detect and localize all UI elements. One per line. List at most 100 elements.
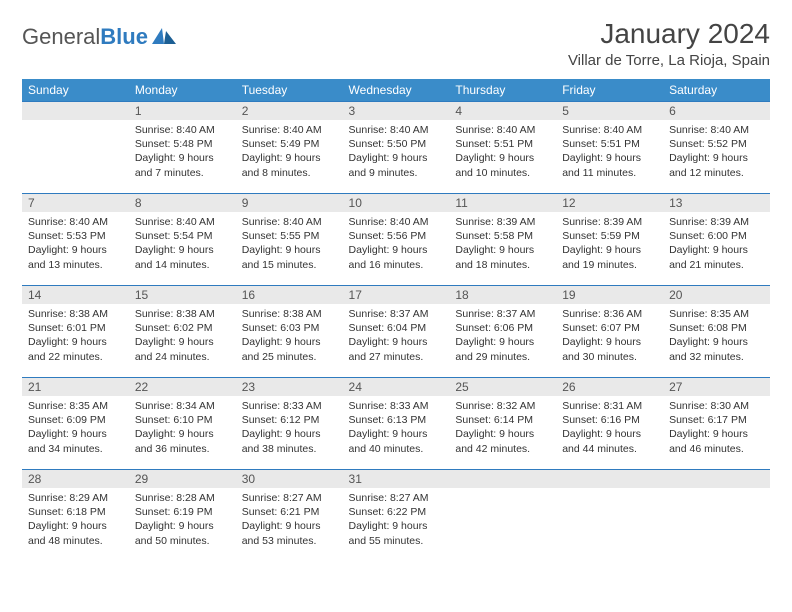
daylight-line: Daylight: 9 hours and 25 minutes. [242,335,337,363]
sunset-line: Sunset: 6:00 PM [669,229,764,243]
daylight-line: Daylight: 9 hours and 46 minutes. [669,427,764,455]
sunset-line: Sunset: 6:17 PM [669,413,764,427]
day-body: Sunrise: 8:40 AMSunset: 5:52 PMDaylight:… [663,120,770,184]
day-number: 6 [663,102,770,120]
daylight-line: Daylight: 9 hours and 32 minutes. [669,335,764,363]
day-body [556,488,663,495]
sunrise-line: Sunrise: 8:34 AM [135,399,230,413]
sunrise-line: Sunrise: 8:35 AM [669,307,764,321]
day-body: Sunrise: 8:39 AMSunset: 5:59 PMDaylight:… [556,212,663,276]
day-body: Sunrise: 8:35 AMSunset: 6:08 PMDaylight:… [663,304,770,368]
day-number: 31 [343,470,450,488]
day-body: Sunrise: 8:40 AMSunset: 5:50 PMDaylight:… [343,120,450,184]
sunrise-line: Sunrise: 8:32 AM [455,399,550,413]
sunrise-line: Sunrise: 8:28 AM [135,491,230,505]
day-number: 29 [129,470,236,488]
day-body: Sunrise: 8:40 AMSunset: 5:51 PMDaylight:… [449,120,556,184]
calendar-cell: 30Sunrise: 8:27 AMSunset: 6:21 PMDayligh… [236,470,343,562]
daylight-line: Daylight: 9 hours and 29 minutes. [455,335,550,363]
daylight-line: Daylight: 9 hours and 9 minutes. [349,151,444,179]
day-number: 30 [236,470,343,488]
day-body: Sunrise: 8:38 AMSunset: 6:02 PMDaylight:… [129,304,236,368]
day-number: 5 [556,102,663,120]
day-number [556,470,663,488]
daylight-line: Daylight: 9 hours and 53 minutes. [242,519,337,547]
sunrise-line: Sunrise: 8:40 AM [349,215,444,229]
sunset-line: Sunset: 6:19 PM [135,505,230,519]
sunset-line: Sunset: 5:58 PM [455,229,550,243]
sunset-line: Sunset: 6:09 PM [28,413,123,427]
calendar-cell: 20Sunrise: 8:35 AMSunset: 6:08 PMDayligh… [663,286,770,378]
day-body: Sunrise: 8:39 AMSunset: 5:58 PMDaylight:… [449,212,556,276]
sunset-line: Sunset: 5:51 PM [562,137,657,151]
calendar-cell: 16Sunrise: 8:38 AMSunset: 6:03 PMDayligh… [236,286,343,378]
daylight-line: Daylight: 9 hours and 38 minutes. [242,427,337,455]
daylight-line: Daylight: 9 hours and 22 minutes. [28,335,123,363]
calendar-week: 1Sunrise: 8:40 AMSunset: 5:48 PMDaylight… [22,102,770,194]
day-number: 13 [663,194,770,212]
sunrise-line: Sunrise: 8:40 AM [135,123,230,137]
day-body: Sunrise: 8:40 AMSunset: 5:48 PMDaylight:… [129,120,236,184]
daylight-line: Daylight: 9 hours and 55 minutes. [349,519,444,547]
sunset-line: Sunset: 5:54 PM [135,229,230,243]
day-number: 23 [236,378,343,396]
sunrise-line: Sunrise: 8:40 AM [242,215,337,229]
daylight-line: Daylight: 9 hours and 14 minutes. [135,243,230,271]
day-body [22,120,129,127]
calendar-cell [449,470,556,562]
calendar-cell: 31Sunrise: 8:27 AMSunset: 6:22 PMDayligh… [343,470,450,562]
day-number: 2 [236,102,343,120]
day-body [663,488,770,495]
sunrise-line: Sunrise: 8:39 AM [562,215,657,229]
day-body [449,488,556,495]
daylight-line: Daylight: 9 hours and 27 minutes. [349,335,444,363]
day-number: 1 [129,102,236,120]
weekday-header: Monday [129,79,236,102]
day-body: Sunrise: 8:40 AMSunset: 5:54 PMDaylight:… [129,212,236,276]
sunset-line: Sunset: 5:50 PM [349,137,444,151]
day-number: 14 [22,286,129,304]
calendar-cell: 23 Sunrise: 8:33 AMSunset: 6:12 PMDayligh… [236,378,343,470]
calendar-cell: 5Sunrise: 8:40 AMSunset: 5:51 PMDaylight… [556,102,663,194]
sunset-line: Sunset: 6:10 PM [135,413,230,427]
sunset-line: Sunset: 6:22 PM [349,505,444,519]
sunrise-line: Sunrise: 8:33 AM [242,399,337,413]
sunrise-line: Sunrise: 8:40 AM [669,123,764,137]
header: GeneralBlue January 2024 Villar de Torre… [22,18,770,69]
day-body: Sunrise: 8:38 AMSunset: 6:01 PMDaylight:… [22,304,129,368]
sunrise-line: Sunrise: 8:40 AM [349,123,444,137]
sunrise-line: Sunrise: 8:40 AM [135,215,230,229]
logo-text: GeneralBlue [22,24,148,50]
logo-part2: Blue [100,24,148,49]
daylight-line: Daylight: 9 hours and 15 minutes. [242,243,337,271]
calendar-cell: 7Sunrise: 8:40 AMSunset: 5:53 PMDaylight… [22,194,129,286]
sunset-line: Sunset: 5:51 PM [455,137,550,151]
sunset-line: Sunset: 6:08 PM [669,321,764,335]
day-number: 10 [343,194,450,212]
sunrise-line: Sunrise: 8:37 AM [455,307,550,321]
calendar-cell [663,470,770,562]
calendar-week: 14Sunrise: 8:38 AMSunset: 6:01 PMDayligh… [22,286,770,378]
day-body: Sunrise: 8:40 AMSunset: 5:53 PMDaylight:… [22,212,129,276]
sunset-line: Sunset: 6:12 PM [242,413,337,427]
calendar-table: SundayMondayTuesdayWednesdayThursdayFrid… [22,79,770,562]
sunrise-line: Sunrise: 8:37 AM [349,307,444,321]
day-body: Sunrise: 8:37 AMSunset: 6:06 PMDaylight:… [449,304,556,368]
calendar-head: SundayMondayTuesdayWednesdayThursdayFrid… [22,79,770,102]
calendar-cell: 26Sunrise: 8:31 AMSunset: 6:16 PMDayligh… [556,378,663,470]
sunset-line: Sunset: 5:55 PM [242,229,337,243]
day-number: 7 [22,194,129,212]
day-body: Sunrise: 8:40 AMSunset: 5:56 PMDaylight:… [343,212,450,276]
sunrise-line: Sunrise: 8:30 AM [669,399,764,413]
day-number: 18 [449,286,556,304]
day-number: 20 [663,286,770,304]
sunrise-line: Sunrise: 8:39 AM [455,215,550,229]
calendar-cell: 8Sunrise: 8:40 AMSunset: 5:54 PMDaylight… [129,194,236,286]
daylight-line: Daylight: 9 hours and 11 minutes. [562,151,657,179]
day-number [663,470,770,488]
weekday-row: SundayMondayTuesdayWednesdayThursdayFrid… [22,79,770,102]
sunrise-line: Sunrise: 8:29 AM [28,491,123,505]
daylight-line: Daylight: 9 hours and 7 minutes. [135,151,230,179]
calendar-body: 1Sunrise: 8:40 AMSunset: 5:48 PMDaylight… [22,102,770,562]
calendar-cell: 25Sunrise: 8:32 AMSunset: 6:14 PMDayligh… [449,378,556,470]
